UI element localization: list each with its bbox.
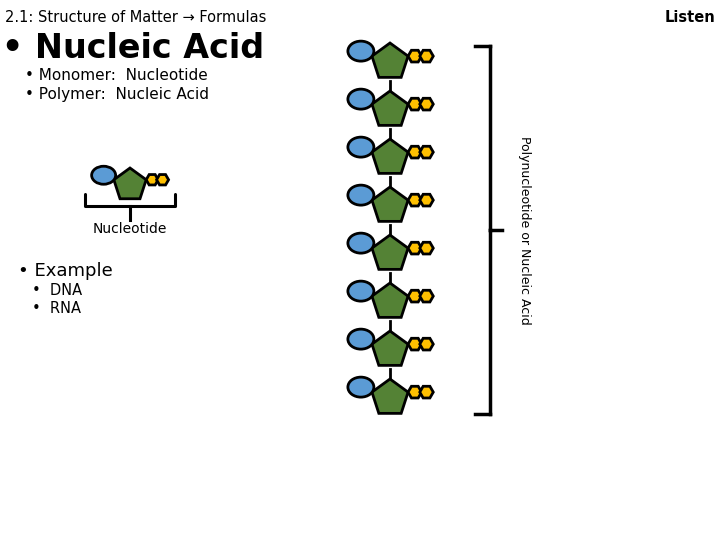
- Text: • Monomer:  Nucleotide: • Monomer: Nucleotide: [25, 68, 208, 83]
- Ellipse shape: [348, 233, 374, 253]
- Polygon shape: [420, 338, 433, 350]
- Polygon shape: [420, 242, 433, 254]
- Polygon shape: [114, 168, 146, 199]
- Polygon shape: [408, 98, 422, 110]
- Polygon shape: [408, 242, 422, 254]
- Polygon shape: [408, 338, 422, 350]
- Text: Polynucleotide or Nucleic Acid: Polynucleotide or Nucleic Acid: [518, 136, 531, 325]
- Polygon shape: [372, 91, 408, 125]
- Polygon shape: [420, 386, 433, 398]
- Text: 2.1: Structure of Matter → Formulas: 2.1: Structure of Matter → Formulas: [5, 10, 266, 25]
- Polygon shape: [420, 98, 433, 110]
- Polygon shape: [372, 283, 408, 318]
- Text: • Polymer:  Nucleic Acid: • Polymer: Nucleic Acid: [25, 87, 209, 102]
- Text: •  DNA: • DNA: [32, 283, 82, 298]
- Polygon shape: [408, 291, 422, 302]
- Ellipse shape: [348, 137, 374, 157]
- Polygon shape: [408, 194, 422, 206]
- Polygon shape: [408, 146, 422, 158]
- Polygon shape: [156, 174, 168, 185]
- Text: • Example: • Example: [18, 262, 113, 280]
- Text: • Nucleic Acid: • Nucleic Acid: [2, 32, 264, 65]
- Polygon shape: [372, 187, 408, 221]
- Polygon shape: [408, 50, 422, 62]
- Polygon shape: [372, 235, 408, 269]
- Polygon shape: [372, 331, 408, 366]
- Ellipse shape: [348, 185, 374, 205]
- Polygon shape: [408, 386, 422, 398]
- Polygon shape: [420, 146, 433, 158]
- Ellipse shape: [348, 281, 374, 301]
- Ellipse shape: [348, 377, 374, 397]
- Polygon shape: [146, 174, 158, 185]
- Ellipse shape: [91, 166, 116, 184]
- Polygon shape: [420, 50, 433, 62]
- Text: •  RNA: • RNA: [32, 301, 81, 316]
- Polygon shape: [420, 194, 433, 206]
- Polygon shape: [420, 291, 433, 302]
- Polygon shape: [372, 43, 408, 77]
- Ellipse shape: [348, 41, 374, 61]
- Text: Listen: Listen: [665, 10, 715, 25]
- Text: Nucleotide: Nucleotide: [93, 222, 167, 236]
- Ellipse shape: [348, 329, 374, 349]
- Polygon shape: [372, 139, 408, 173]
- Ellipse shape: [348, 89, 374, 109]
- Polygon shape: [372, 379, 408, 414]
